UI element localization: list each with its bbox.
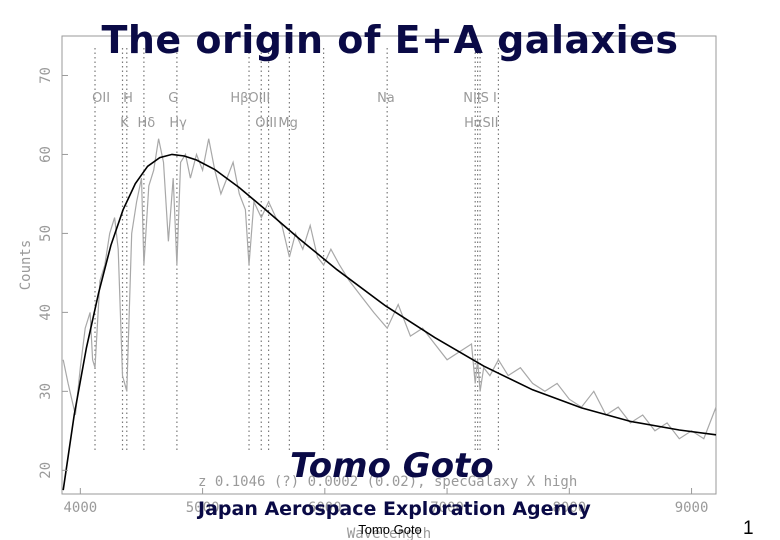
spectral-line-label: Na (377, 91, 395, 106)
spectral-line-label: HαSII (464, 116, 498, 131)
x-tick-label: 8000 (552, 500, 586, 516)
plot-frame (61, 35, 717, 495)
spectral-line-label: OIII (255, 116, 277, 131)
spectral-line-label: Mg (278, 116, 297, 131)
spectral-line-label: NIIS I (463, 91, 497, 106)
redshift-annotation: z 0.1046 (?) 0.0002 (0.02), specGalaxy X… (198, 474, 577, 490)
slide-title: The origin of E+A galaxies (101, 18, 679, 62)
x-tick-label: 6000 (308, 500, 342, 516)
spectral-line-label: OII (92, 91, 110, 106)
spectral-line-label: HβOIII (230, 91, 270, 106)
model-fit-line (62, 153, 717, 491)
spectral-line-label: G (168, 91, 178, 106)
page-number: 1 (743, 518, 754, 539)
x-tick-label: 7000 (430, 500, 464, 516)
spectral-line-label: H (123, 91, 133, 106)
y-tick-label: 50 (38, 225, 54, 242)
y-tick-label: 70 (38, 67, 54, 84)
author-name: Tomo Goto (290, 446, 494, 486)
x-tick-label: 5000 (186, 500, 220, 516)
y-tick-label: 40 (38, 304, 54, 321)
y-tick-label: 20 (38, 462, 54, 479)
x-tick-label: 9000 (675, 500, 709, 516)
y-tick-label: 30 (38, 383, 54, 400)
spectral-line-label: Hδ (137, 116, 155, 131)
spectral-line-label: K (120, 116, 129, 131)
footer-text: Tomo Goto (358, 522, 422, 537)
y-tick-label: 60 (38, 146, 54, 163)
y-axis-label: Counts (18, 240, 34, 291)
x-axis-label: Wavelength (347, 526, 431, 540)
spectral-line-label: Hγ (169, 116, 187, 131)
observed-spectrum-line (62, 138, 717, 440)
x-tick-label: 4000 (63, 500, 97, 516)
affiliation: Japan Aerospace Exploration Agency (198, 498, 591, 520)
